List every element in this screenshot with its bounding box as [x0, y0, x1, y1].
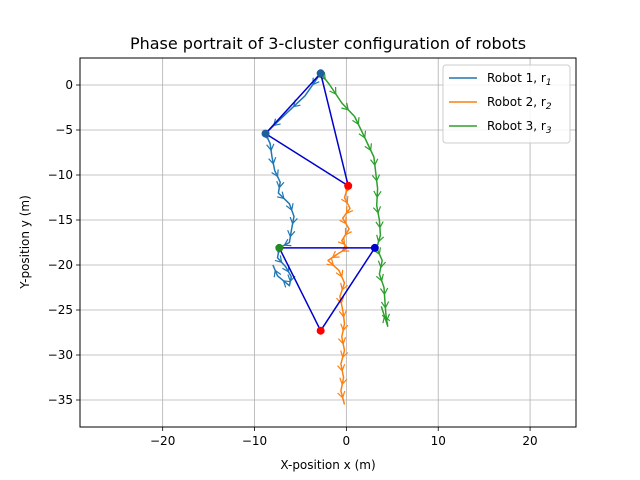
legend: Robot 1, r1 Robot 2, r2 Robot 3, r3	[442, 64, 571, 144]
y-axis-label: Y-position y (m)	[18, 195, 32, 290]
cluster-link	[319, 73, 349, 186]
robot-position-marker	[344, 181, 353, 190]
x-tick-label: −20	[150, 434, 175, 448]
trajectory-arrow	[352, 117, 360, 126]
trajectory-arrow	[370, 158, 379, 167]
trajectory-arrow	[339, 377, 348, 386]
trajectory-arrow	[364, 143, 372, 152]
cluster-link	[320, 247, 376, 332]
trajectory-arrow	[283, 238, 292, 247]
trajectory-arrow	[331, 250, 340, 259]
trajectory-arrow	[381, 313, 391, 322]
trajectory-arrow	[339, 216, 347, 225]
trajectory-arrow	[289, 216, 298, 225]
trajectory-arrow	[373, 190, 382, 199]
trajectory-arrow	[340, 282, 348, 291]
trajectory-arrow	[271, 169, 279, 178]
trajectory-arrow	[326, 258, 335, 267]
trajectory-arrow	[335, 269, 344, 278]
trajectory-arrow	[341, 102, 349, 111]
x-tick-label: 10	[431, 434, 446, 448]
trajectory-arrow	[372, 206, 382, 214]
trajectory-arrow	[276, 180, 285, 189]
trajectory-arrow	[340, 323, 349, 332]
trajectory-arrow	[358, 130, 367, 139]
x-tick-label: −10	[242, 434, 267, 448]
trajectory-arrow	[336, 296, 345, 305]
trajectory-arrow	[340, 195, 349, 204]
axis-ticks: −20 −10 0 10 20 0 −5 −10 −15 −20 −25 −30 −35	[48, 78, 538, 448]
trajectory-arrow	[340, 350, 349, 359]
y-tick-label: −25	[48, 303, 73, 317]
legend-frame	[442, 64, 571, 144]
robot-position-marker	[316, 326, 325, 335]
trajectory-arrow	[276, 191, 285, 200]
trajectory-arrow	[344, 227, 352, 236]
trajectory-arrow	[266, 143, 275, 152]
plot-area	[261, 69, 391, 405]
trajectory-arrow	[379, 287, 389, 296]
y-tick-label: −10	[48, 168, 73, 182]
x-tick-label: 20	[522, 434, 537, 448]
trajectory-arrow	[345, 206, 354, 215]
robot-position-marker	[370, 243, 379, 252]
y-tick-label: −5	[55, 123, 73, 137]
trajectory-arrow	[337, 390, 346, 399]
trajectory-arrow	[376, 234, 385, 243]
chart-title: Phase portrait of 3-cluster configuratio…	[130, 34, 526, 53]
x-tick-label: 0	[343, 434, 351, 448]
trajectory-arrow	[329, 86, 337, 95]
trajectory-arrow	[338, 310, 347, 318]
trajectory-arrow	[375, 221, 384, 229]
cluster-link	[278, 247, 322, 332]
y-tick-label: −35	[48, 393, 73, 407]
trajectory-arrow	[285, 203, 294, 212]
trajectory-arrow	[287, 229, 296, 238]
y-tick-label: −30	[48, 348, 73, 362]
robot-position-marker	[275, 243, 284, 252]
trajectory-arrow	[337, 363, 346, 372]
x-axis-label: X-position x (m)	[280, 458, 375, 472]
y-tick-label: −15	[48, 213, 73, 227]
trajectory-arrow	[274, 255, 283, 264]
trajectory-arrow	[375, 273, 384, 282]
trajectory-arrow	[318, 72, 326, 81]
trajectory-arrow	[273, 269, 282, 278]
cluster-link	[264, 72, 322, 135]
cluster-link	[265, 132, 349, 187]
plot-frame	[79, 57, 577, 428]
series-robot-3	[318, 72, 391, 327]
trajectory-arrow	[341, 244, 350, 252]
legend-label-robot-3: Robot 3, r3	[487, 119, 552, 136]
trajectory-arrow	[380, 301, 390, 309]
trajectory-arrow	[371, 174, 381, 182]
trajectory-arrow	[377, 260, 387, 269]
trajectory-arrow	[382, 315, 391, 324]
trajectory-arrow	[337, 337, 347, 345]
y-tick-label: 0	[65, 78, 73, 92]
trajectory-arrow	[268, 156, 277, 165]
trajectory-arrow	[312, 77, 320, 86]
legend-label-robot-2: Robot 2, r2	[487, 95, 552, 112]
legend-label-robot-1: Robot 1, r1	[487, 71, 552, 88]
robot-position-marker	[316, 69, 325, 78]
robot-position-marker	[261, 129, 270, 138]
trajectory-arrow	[282, 280, 291, 288]
trajectory-arrow	[337, 237, 346, 246]
y-tick-label: −20	[48, 258, 73, 272]
